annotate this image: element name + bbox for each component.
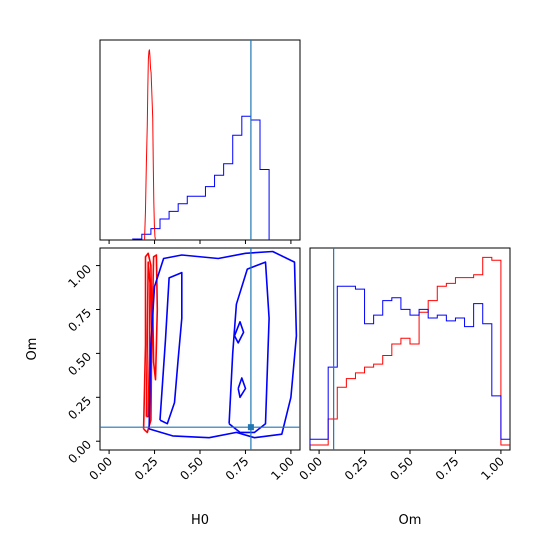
contour-series-1-level-2 [228, 261, 270, 434]
contour-series-0-level-1 [145, 261, 151, 418]
hist-h0-series-1 [144, 49, 156, 240]
tick-label-h0-2: 0.50 [177, 454, 206, 483]
tick-label-om-y-4: 1.00 [65, 262, 94, 291]
panel-hist-om-frame [309, 247, 511, 451]
x-axis-title-h0: H0 [191, 513, 209, 528]
panel-hist-h0-frame [99, 39, 301, 241]
hist-om-series-0 [310, 256, 510, 446]
tick-label-om-y-0: 0.00 [65, 437, 94, 466]
tick-label-h0-0: 0.00 [86, 454, 115, 483]
tick-label-om-y-1: 0.25 [65, 394, 94, 423]
tick-label-om-y-2: 0.50 [65, 350, 94, 379]
ticks-layer: 0.00 0.25 0.50 0.75 1.000.000.250.500.751.00… [65, 240, 507, 483]
tick-label-om-x-3: 0.75 [433, 454, 462, 483]
contour-series-1-level-0 [148, 250, 298, 439]
tick-label-om-y-3: 0.75 [65, 306, 94, 335]
tick-label-h0-1: 0.25 [132, 454, 161, 483]
hist-h0-layer [132, 40, 270, 240]
tick-label-om-x-0: 0.00 [296, 454, 325, 483]
hist-om-series-1 [310, 285, 510, 445]
contour-series-1-level-3 [233, 320, 245, 344]
y-axis-title-om: Om [25, 338, 40, 361]
tick-label-h0-4: 1.00 [268, 454, 297, 483]
hist-om-layer [310, 248, 510, 450]
contour-series-1-level-4 [237, 377, 247, 399]
x-axis-title-om: Om [399, 513, 422, 528]
tick-label-om-x-2: 0.50 [387, 454, 416, 483]
truth-point [247, 424, 254, 431]
tick-label-h0-3: 0.75 [223, 454, 252, 483]
panel-contour-frame [99, 247, 301, 451]
contour-layer [100, 248, 300, 450]
contour-series-0-level-2 [151, 254, 159, 381]
tick-label-om-x-4: 1.00 [478, 454, 507, 483]
tick-label-om-x-1: 0.25 [342, 454, 371, 483]
contour-series-1-level-1 [159, 271, 183, 425]
